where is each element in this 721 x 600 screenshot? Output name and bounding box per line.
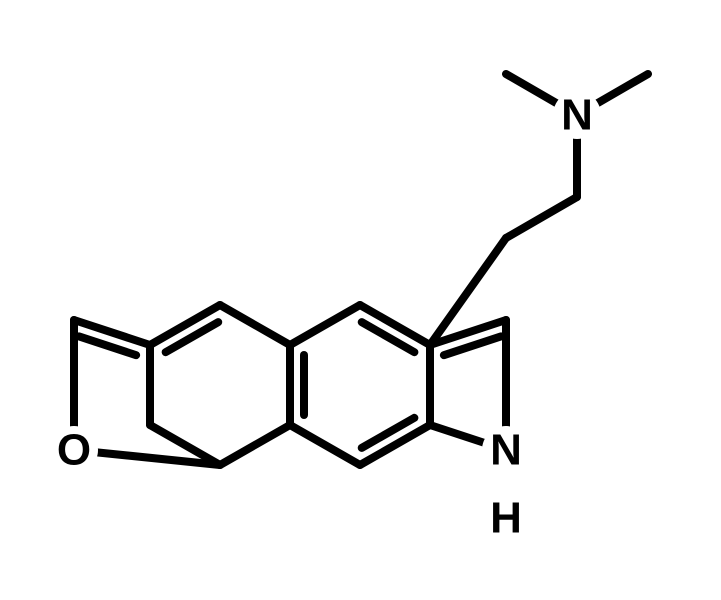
molecule-diagram: ONNH (0, 0, 721, 600)
atom-label: N (561, 91, 593, 140)
atom-label: O (57, 426, 91, 475)
atom-label: H (490, 494, 522, 543)
atom-label: N (490, 426, 522, 475)
